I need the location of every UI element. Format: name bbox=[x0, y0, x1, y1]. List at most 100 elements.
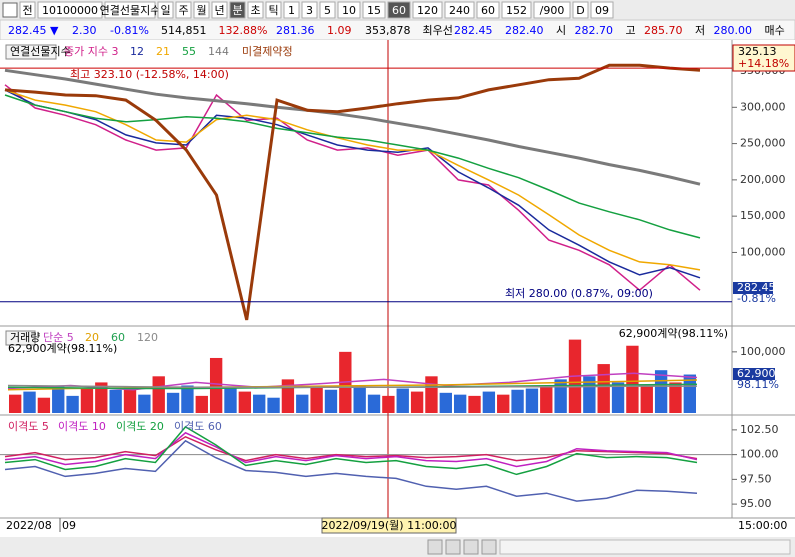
legend-entry: 21 bbox=[156, 45, 170, 58]
x-axis-right: 15:00:00 bbox=[738, 519, 787, 532]
toolbar-button[interactable] bbox=[590, 1, 614, 19]
toolbar-label[interactable]: 10100000 bbox=[42, 4, 98, 17]
quote-value: 132.88% bbox=[219, 24, 268, 37]
button[interactable] bbox=[445, 539, 461, 555]
volume-bar bbox=[52, 385, 65, 413]
button[interactable] bbox=[427, 539, 443, 555]
toolbar-button[interactable] bbox=[247, 1, 264, 19]
y-tick-label: 100,000 bbox=[740, 245, 786, 258]
quote-value: 저 bbox=[695, 24, 705, 37]
volume-bar bbox=[37, 397, 51, 413]
toolbar-label[interactable]: 120 bbox=[417, 4, 438, 17]
price-box bbox=[733, 282, 773, 294]
price-label: 282.45 bbox=[737, 281, 776, 294]
toolbar-button[interactable] bbox=[283, 1, 300, 19]
volume-bar bbox=[353, 385, 366, 413]
toolbar-label[interactable]: 년 bbox=[214, 4, 224, 17]
series-line bbox=[4, 84, 701, 292]
toolbar-label[interactable]: 15 bbox=[367, 4, 381, 17]
quote-value: 285.70 bbox=[644, 24, 683, 37]
toolbar-button[interactable] bbox=[501, 1, 532, 19]
toolbar-label[interactable]: D bbox=[576, 4, 584, 17]
volume-bar bbox=[195, 395, 208, 413]
volume-bar bbox=[253, 394, 266, 413]
scroll-buttons[interactable] bbox=[427, 539, 791, 555]
toolbar-button[interactable] bbox=[444, 1, 475, 19]
slider[interactable] bbox=[499, 539, 791, 555]
quote-value: 281.36 bbox=[276, 24, 315, 37]
toolbar-button[interactable] bbox=[157, 1, 174, 19]
toolbar-label[interactable]: 분 bbox=[232, 4, 242, 17]
legend-entry: 55 bbox=[182, 45, 196, 58]
legend-box bbox=[5, 330, 36, 346]
toolbar-label[interactable]: 09 bbox=[595, 4, 609, 17]
volume-bar bbox=[611, 382, 625, 413]
toolbar-button[interactable] bbox=[229, 1, 246, 19]
toolbar-label[interactable]: 152 bbox=[506, 4, 527, 17]
toolbar-button[interactable] bbox=[301, 1, 318, 19]
quote-value: 282.45 bbox=[454, 24, 493, 37]
toolbar-button[interactable] bbox=[572, 1, 589, 19]
quote-value: 280.00 bbox=[714, 24, 753, 37]
price-label: +14.18% bbox=[738, 57, 789, 70]
volume-bar bbox=[95, 382, 108, 413]
quote-value: -0.81% bbox=[110, 24, 149, 37]
toolbar-button[interactable] bbox=[19, 1, 36, 19]
toolbar-label[interactable]: 일 bbox=[160, 3, 170, 17]
volume-bar bbox=[281, 379, 295, 413]
legend-entry: 20 bbox=[85, 331, 99, 344]
series-line bbox=[7, 384, 697, 389]
toolbar-label[interactable]: 1 bbox=[288, 4, 295, 17]
toolbar-button[interactable] bbox=[265, 1, 282, 19]
toolbar-label[interactable]: 60 bbox=[481, 4, 495, 17]
toolbar-label[interactable]: /900 bbox=[540, 4, 565, 17]
cursor-time: 2022/09/19(월) 11:00:00 bbox=[321, 519, 456, 532]
volume-bar bbox=[267, 397, 280, 413]
volume-label: 98.11% bbox=[737, 378, 779, 391]
toolbar-button[interactable] bbox=[362, 1, 386, 19]
toolbar-label[interactable]: 틱 bbox=[268, 4, 278, 17]
legend-entry: 이격도 10 bbox=[58, 420, 106, 433]
quote-value: 282.70 bbox=[575, 24, 614, 37]
toolbar-label[interactable]: 월 bbox=[196, 4, 206, 17]
button[interactable] bbox=[463, 539, 479, 555]
toolbar-label[interactable]: 10 bbox=[342, 4, 356, 17]
toolbar-label[interactable]: 전 bbox=[22, 4, 32, 17]
toolbar-label[interactable]: 240 bbox=[449, 4, 470, 17]
toolbar-button[interactable] bbox=[37, 1, 103, 19]
toolbar-button[interactable] bbox=[387, 1, 411, 19]
volume-bar bbox=[482, 391, 496, 413]
volume-bar bbox=[181, 385, 194, 413]
volume-current: 62,900계약(98.11%) bbox=[8, 341, 117, 355]
toolbar-button[interactable] bbox=[104, 1, 156, 19]
legend-entry: 60 bbox=[111, 331, 125, 344]
volume-box bbox=[733, 368, 775, 380]
series-line bbox=[4, 89, 701, 279]
volume-bar bbox=[453, 394, 467, 413]
toolbar-button[interactable] bbox=[211, 1, 228, 19]
toolbar-button[interactable] bbox=[412, 1, 443, 19]
y-tick-label: 150,000 bbox=[740, 209, 786, 222]
volume-bar bbox=[152, 376, 165, 413]
legend-entry: 12 bbox=[130, 45, 144, 58]
toolbar-button[interactable] bbox=[533, 1, 571, 19]
toolbar-label[interactable]: 초 bbox=[250, 4, 260, 17]
toolbar-button[interactable] bbox=[193, 1, 210, 19]
y-tick-label: 300,000 bbox=[740, 100, 786, 113]
y-tick-label: 250,000 bbox=[740, 137, 786, 150]
toolbar-label[interactable]: 5 bbox=[324, 4, 331, 17]
toolbar-button[interactable] bbox=[319, 1, 336, 19]
volume-bar bbox=[238, 391, 252, 413]
toolbar-label[interactable]: 60 bbox=[392, 4, 406, 17]
toolbar-label[interactable]: 연결선물지수 bbox=[100, 4, 161, 17]
volume-bar bbox=[640, 385, 653, 413]
toolbar-button[interactable] bbox=[476, 1, 500, 19]
quote-value: 282.45 ▼ bbox=[8, 24, 59, 37]
button[interactable] bbox=[481, 539, 497, 555]
toolbar-label[interactable]: 주 bbox=[178, 4, 188, 17]
toolbar-label[interactable]: 3 bbox=[306, 4, 313, 17]
cursor-box bbox=[321, 517, 457, 534]
toolbar-button[interactable] bbox=[175, 1, 192, 19]
toolbar-button[interactable] bbox=[337, 1, 361, 19]
